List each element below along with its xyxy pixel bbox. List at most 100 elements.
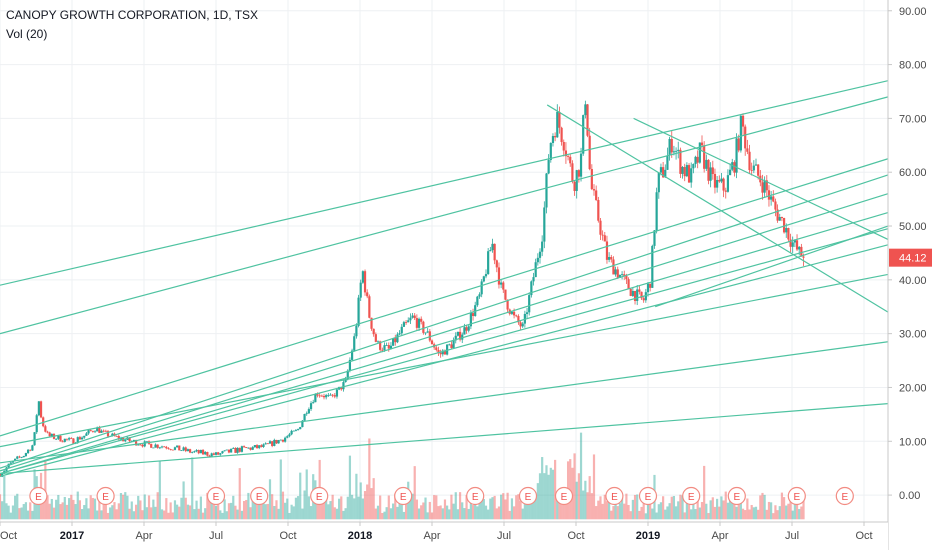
candle[interactable]: [761, 174, 764, 200]
candle[interactable]: [173, 446, 177, 451]
trendline[interactable]: [0, 96, 889, 335]
candle[interactable]: [176, 445, 179, 448]
candle[interactable]: [646, 281, 650, 297]
candle[interactable]: [165, 445, 168, 450]
candle[interactable]: [571, 160, 574, 184]
candle[interactable]: [258, 445, 261, 450]
candle[interactable]: [664, 164, 667, 178]
candle[interactable]: [350, 348, 354, 361]
earnings-marker[interactable]: E: [727, 486, 746, 506]
candle[interactable]: [59, 435, 62, 442]
candle[interactable]: [214, 452, 218, 456]
candle[interactable]: [687, 163, 691, 183]
candle[interactable]: [530, 280, 533, 298]
candle[interactable]: [480, 279, 483, 298]
candle[interactable]: [154, 443, 157, 448]
candle[interactable]: [694, 155, 697, 168]
candle[interactable]: [649, 283, 652, 292]
candle[interactable]: [407, 317, 410, 323]
candle[interactable]: [234, 447, 237, 453]
candle[interactable]: [677, 141, 680, 159]
candle[interactable]: [579, 147, 583, 182]
trendline[interactable]: [0, 403, 889, 475]
candle[interactable]: [249, 447, 252, 451]
candle[interactable]: [355, 323, 358, 339]
candle[interactable]: [601, 230, 604, 241]
candle[interactable]: [46, 430, 49, 434]
candle[interactable]: [437, 346, 440, 357]
candle[interactable]: [592, 184, 596, 196]
candle[interactable]: [70, 437, 73, 439]
candle[interactable]: [500, 279, 503, 289]
candle[interactable]: [487, 248, 490, 275]
candle[interactable]: [163, 445, 166, 448]
candle[interactable]: [506, 299, 509, 313]
candle[interactable]: [631, 287, 634, 297]
candle[interactable]: [409, 313, 412, 324]
candle[interactable]: [93, 430, 97, 433]
candle[interactable]: [448, 343, 451, 346]
candle[interactable]: [733, 160, 736, 177]
candle[interactable]: [722, 177, 725, 198]
candle[interactable]: [700, 135, 704, 151]
candle[interactable]: [497, 262, 501, 289]
candle[interactable]: [368, 294, 371, 319]
candle[interactable]: [78, 435, 82, 440]
candle[interactable]: [620, 271, 624, 280]
candle[interactable]: [184, 446, 187, 453]
candle[interactable]: [789, 233, 792, 253]
candle[interactable]: [493, 243, 496, 265]
candle[interactable]: [359, 279, 362, 301]
candle[interactable]: [681, 165, 684, 179]
symbol-title[interactable]: CANOPY GROWTH CORPORATION, 1D, TSX: [6, 8, 259, 22]
candle[interactable]: [361, 270, 364, 284]
candle[interactable]: [230, 448, 233, 453]
candle[interactable]: [502, 281, 505, 293]
candle[interactable]: [180, 450, 183, 452]
candle[interactable]: [690, 162, 693, 188]
candle[interactable]: [603, 231, 606, 242]
candle[interactable]: [115, 435, 118, 437]
candle[interactable]: [795, 234, 799, 252]
candle[interactable]: [532, 272, 535, 286]
candle[interactable]: [577, 169, 580, 183]
candle[interactable]: [236, 447, 239, 454]
candle[interactable]: [474, 301, 477, 317]
candle[interactable]: [279, 439, 282, 441]
earnings-marker[interactable]: E: [518, 486, 538, 506]
candle[interactable]: [800, 243, 803, 257]
candle[interactable]: [770, 191, 773, 206]
candle[interactable]: [16, 455, 19, 460]
candle[interactable]: [545, 173, 548, 214]
candle[interactable]: [171, 449, 174, 451]
candle[interactable]: [489, 246, 492, 252]
candle[interactable]: [666, 147, 669, 171]
candle[interactable]: [193, 450, 196, 453]
candle[interactable]: [711, 160, 714, 180]
candle[interactable]: [366, 289, 369, 299]
candle[interactable]: [199, 449, 202, 454]
candle[interactable]: [63, 438, 66, 443]
candle[interactable]: [342, 380, 345, 392]
candle[interactable]: [547, 154, 550, 175]
candle[interactable]: [57, 435, 60, 440]
candle[interactable]: [543, 201, 546, 249]
candle[interactable]: [188, 448, 192, 454]
candle[interactable]: [605, 235, 609, 264]
candle[interactable]: [476, 295, 479, 307]
trendline[interactable]: [0, 80, 889, 286]
candle[interactable]: [424, 332, 427, 336]
candle[interactable]: [204, 450, 207, 456]
candle[interactable]: [91, 430, 94, 433]
candle[interactable]: [519, 319, 522, 331]
candle[interactable]: [331, 393, 334, 398]
candle[interactable]: [737, 134, 740, 153]
volume-indicator-label[interactable]: Vol (20): [6, 27, 48, 41]
candle[interactable]: [439, 349, 442, 358]
candle[interactable]: [450, 341, 453, 350]
trendline[interactable]: [0, 341, 889, 464]
candle[interactable]: [309, 401, 313, 411]
candle[interactable]: [642, 295, 645, 303]
candle[interactable]: [774, 198, 777, 217]
candle[interactable]: [195, 449, 198, 453]
